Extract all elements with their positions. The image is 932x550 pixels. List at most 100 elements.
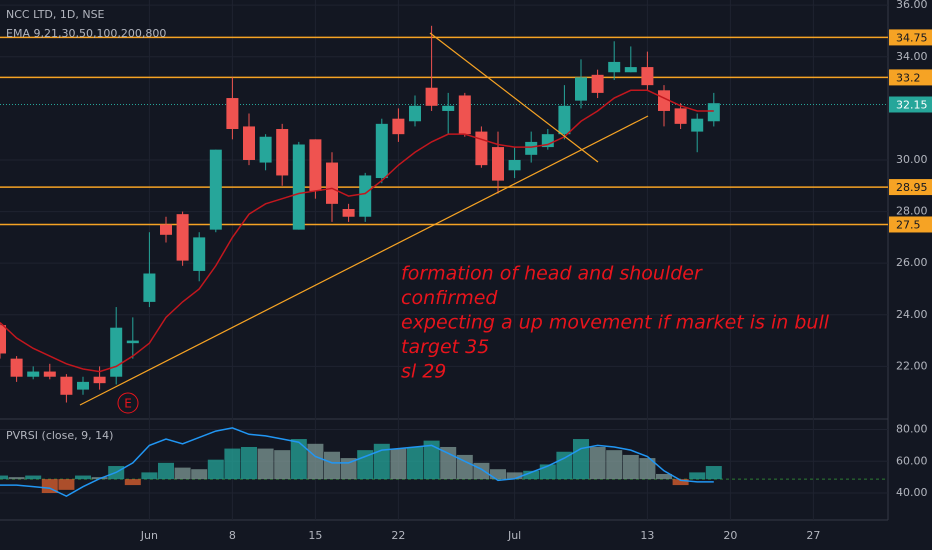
y-tick-label: 30.00 (896, 153, 928, 166)
pvrsi-bar (589, 446, 606, 480)
pvrsi-bar (606, 450, 623, 480)
pvrsi-bar (257, 448, 274, 480)
pvrsi-bar (456, 454, 473, 480)
pvrsi-bar (672, 479, 689, 486)
candle-body (60, 376, 73, 395)
pvrsi-bar (490, 469, 506, 480)
candle-body (143, 273, 156, 302)
pvrsi-bar (390, 448, 407, 480)
pvrsi-bar (440, 446, 457, 480)
candle-body (359, 175, 372, 217)
last-price-label: 32.15 (896, 99, 928, 112)
y-tick-label: 36.00 (896, 0, 928, 11)
annotation-text: expecting a up movement if market is in … (401, 312, 830, 334)
pvrsi-bar (506, 472, 523, 480)
candle-body (342, 209, 355, 217)
y-tick-label: 80.00 (896, 423, 928, 436)
candle-body (176, 214, 189, 261)
annotation-text: formation of head and shoulder (401, 263, 703, 285)
candle-body (558, 105, 571, 135)
pvrsi-bar (274, 450, 291, 480)
pvrsi-bar (324, 451, 340, 480)
level-label: 28.95 (896, 181, 928, 194)
pvrsi-bar (423, 440, 440, 480)
ema-line (0, 89, 714, 373)
y-tick-label: 60.00 (896, 454, 928, 467)
candle-body (674, 108, 687, 124)
pvrsi-bar (622, 454, 639, 480)
x-tick-label: 20 (723, 529, 737, 542)
x-tick-label: 15 (308, 529, 322, 542)
candle-body (259, 136, 272, 163)
candle-body (43, 371, 56, 377)
candle-body (492, 147, 504, 181)
candle-body (392, 118, 405, 135)
candle-body (442, 105, 455, 111)
level-label: 34.75 (896, 31, 928, 44)
pvrsi-bar (241, 446, 257, 480)
pvrsi-line (0, 427, 714, 498)
pvrsi-bar (689, 472, 706, 480)
candle-body (276, 129, 289, 176)
pvrsi-bar (224, 448, 241, 480)
candle-body (0, 325, 6, 354)
pvrsi-bar (124, 479, 141, 486)
candle-body (126, 340, 139, 344)
y-tick-label: 26.00 (896, 256, 928, 269)
candle-body (525, 141, 538, 155)
annotation-text: confirmed (401, 287, 498, 309)
candle-body (326, 162, 338, 204)
candle-body (508, 159, 521, 171)
candle-body (193, 237, 206, 271)
pvrsi-bar (373, 443, 390, 480)
x-tick-label: Jun (140, 529, 158, 542)
grid (0, 0, 888, 520)
chart-title: NCC LTD, 1D, NSE (6, 8, 105, 21)
candle-body (658, 90, 670, 111)
y-tick-label: 22.00 (896, 359, 928, 372)
candle-body (77, 381, 89, 390)
pvrsi-bar (207, 459, 224, 480)
annotation-text: target 35 (401, 336, 489, 358)
pvrsi-bar (8, 477, 25, 480)
pvrsi-bar (307, 443, 324, 480)
level-label: 33.2 (896, 71, 921, 84)
level-label: 27.5 (896, 218, 921, 231)
level-tag (889, 216, 932, 233)
candle-body (475, 131, 488, 166)
candle-body (292, 144, 305, 230)
pvrsi-bar (473, 462, 490, 480)
candle-body (641, 67, 654, 86)
candle-body (375, 123, 388, 179)
pvrsi-bar (656, 473, 672, 480)
y-tick-label: 28.00 (896, 205, 928, 218)
candle-body (458, 95, 471, 135)
y-tick-label: 24.00 (896, 308, 928, 321)
pvrsi-bar (523, 470, 540, 480)
pvrsi-bar (556, 451, 573, 480)
pvrsi-bar (290, 439, 307, 480)
pvrsi-bar (158, 462, 174, 480)
candle-body (591, 74, 604, 93)
candle-body (409, 105, 421, 122)
level-tag (889, 69, 932, 86)
candle-body (608, 61, 621, 73)
candle-body (160, 224, 172, 235)
x-tick-label: 8 (229, 529, 236, 542)
axis: 36.00 34.00 30.00 28.00 26.00 24.00 22.00 80.00… (140, 0, 932, 542)
drawings (79, 32, 649, 414)
pvrsi-bar (25, 475, 42, 480)
pvrsi-bar (174, 467, 191, 480)
event-marker: E (124, 397, 132, 411)
candle-body (93, 376, 106, 384)
pvrsi-bar (573, 439, 589, 480)
trendline (79, 115, 649, 406)
candle-body (110, 327, 123, 377)
pvrsi-bar (705, 466, 722, 480)
candle-body (226, 98, 239, 130)
indicator-label: EMA 9,21,30,50,100,200,800 (6, 27, 166, 40)
candle-body (425, 87, 438, 106)
candle-body (243, 126, 255, 160)
